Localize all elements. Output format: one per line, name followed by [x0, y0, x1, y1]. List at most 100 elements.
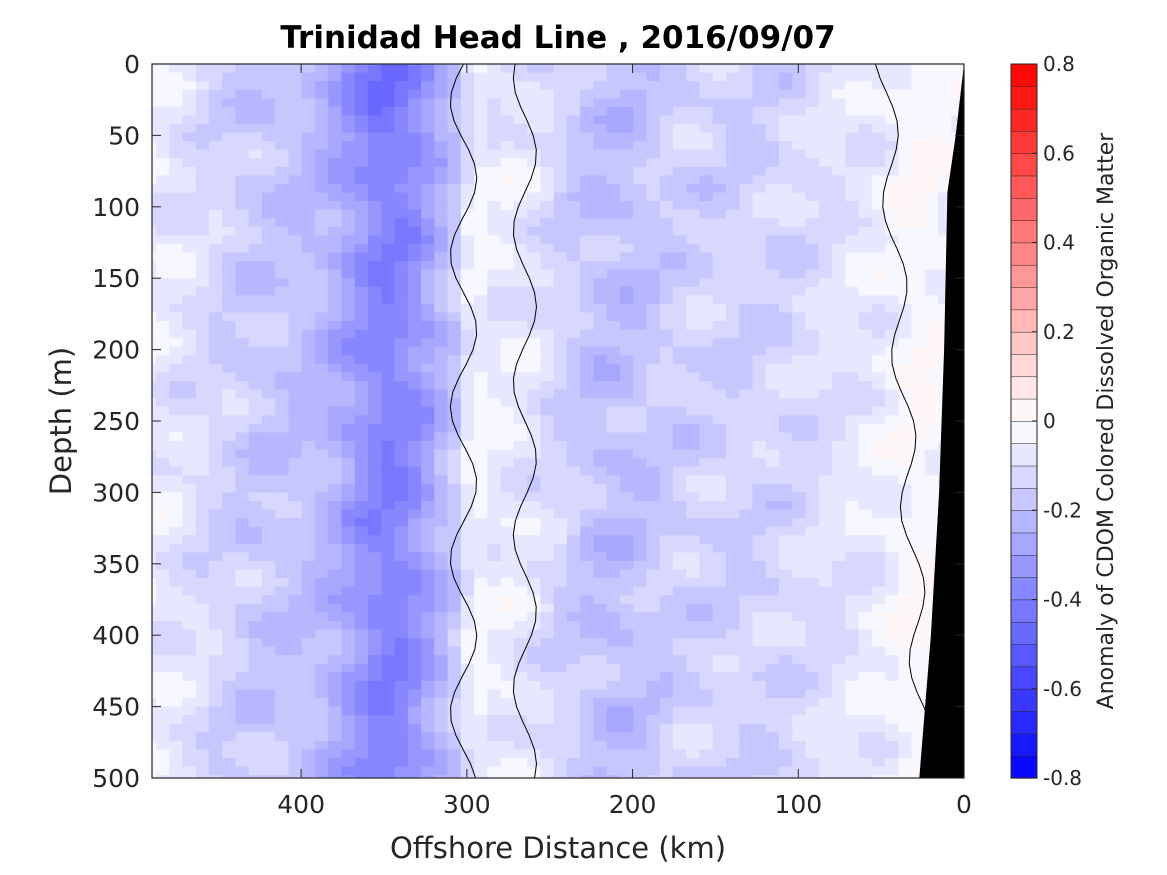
- anomaly-cell: [446, 500, 461, 511]
- anomaly-cell: [393, 243, 408, 254]
- anomaly-cell: [327, 655, 342, 665]
- anomaly-cell: [751, 355, 766, 365]
- anomaly-cell: [181, 535, 196, 545]
- anomaly-cell: [619, 115, 634, 125]
- anomaly-cell: [354, 509, 369, 519]
- anomaly-cell: [566, 372, 581, 382]
- anomaly-cell: [287, 192, 302, 202]
- anomaly-cell: [871, 500, 886, 511]
- anomaly-cell: [592, 543, 607, 553]
- anomaly-cell: [234, 732, 249, 742]
- anomaly-cell: [579, 440, 594, 451]
- anomaly-cell: [751, 72, 766, 82]
- anomaly-cell: [804, 663, 819, 673]
- anomaly-cell: [791, 355, 806, 365]
- anomaly-cell: [685, 243, 700, 254]
- anomaly-cell: [327, 381, 342, 391]
- anomaly-cell: [606, 432, 620, 442]
- anomaly-cell: [460, 381, 475, 391]
- anomaly-cell: [261, 115, 276, 125]
- anomaly-cell: [778, 775, 793, 778]
- anomaly-cell: [181, 689, 196, 699]
- anomaly-cell: [553, 201, 567, 211]
- anomaly-cell: [301, 672, 315, 682]
- anomaly-cell: [910, 509, 925, 519]
- anomaly-cell: [420, 552, 435, 562]
- anomaly-cell: [195, 269, 209, 279]
- anomaly-cell: [393, 672, 408, 682]
- anomaly-cell: [897, 552, 912, 562]
- anomaly-cell: [619, 698, 634, 708]
- anomaly-cell: [195, 698, 209, 708]
- anomaly-cell: [818, 706, 833, 716]
- anomaly-cell: [327, 569, 342, 579]
- anomaly-cell: [645, 569, 660, 579]
- anomaly-cell: [420, 740, 435, 751]
- anomaly-cell: [526, 192, 541, 202]
- anomaly-cell: [831, 723, 846, 733]
- anomaly-cell: [327, 166, 342, 176]
- anomaly-cell: [380, 552, 395, 562]
- anomaly-cell: [738, 201, 753, 211]
- anomaly-cell: [460, 346, 475, 356]
- anomaly-cell: [301, 243, 315, 254]
- anomaly-cell: [884, 252, 899, 262]
- anomaly-cell: [380, 595, 395, 605]
- anomaly-cell: [712, 209, 726, 219]
- anomaly-cell: [592, 175, 607, 185]
- anomaly-cell: [924, 158, 939, 168]
- anomaly-cell: [221, 415, 236, 425]
- anomaly-cell: [340, 415, 355, 425]
- anomaly-cell: [539, 261, 554, 271]
- anomaly-cell: [765, 338, 779, 348]
- anomaly-cell: [871, 552, 886, 562]
- anomaly-cell: [592, 560, 607, 571]
- anomaly-cell: [208, 389, 223, 399]
- anomaly-cell: [804, 123, 819, 134]
- anomaly-cell: [698, 775, 713, 778]
- anomaly-cell: [274, 706, 289, 716]
- anomaly-cell: [857, 98, 872, 108]
- anomaly-cell: [473, 638, 488, 648]
- anomaly-cell: [765, 569, 779, 579]
- anomaly-cell: [698, 278, 713, 288]
- anomaly-cell: [712, 261, 726, 271]
- anomaly-cell: [645, 432, 660, 442]
- anomaly-cell: [751, 286, 766, 296]
- anomaly-cell: [380, 535, 395, 545]
- anomaly-cell: [659, 543, 673, 553]
- anomaly-cell: [380, 723, 395, 733]
- anomaly-cell: [685, 689, 700, 699]
- anomaly-cell: [301, 72, 315, 82]
- anomaly-cell: [725, 72, 740, 82]
- anomaly-cell: [208, 192, 223, 202]
- anomaly-cell: [446, 655, 461, 665]
- anomaly-cell: [645, 629, 660, 639]
- anomaly-cell: [751, 166, 766, 176]
- anomaly-cell: [181, 389, 196, 399]
- anomaly-cell: [579, 492, 594, 502]
- anomaly-cell: [778, 235, 793, 245]
- anomaly-cell: [500, 518, 514, 528]
- anomaly-cell: [924, 89, 939, 99]
- anomaly-cell: [460, 543, 475, 553]
- anomaly-cell: [712, 192, 726, 202]
- anomaly-cell: [857, 612, 872, 622]
- anomaly-cell: [407, 458, 422, 468]
- anomaly-cell: [248, 286, 262, 296]
- anomaly-cell: [937, 295, 952, 305]
- anomaly-cell: [725, 269, 740, 279]
- anomaly-cell: [566, 235, 581, 245]
- anomaly-cell: [579, 398, 594, 408]
- anomaly-cell: [513, 500, 528, 511]
- anomaly-cell: [287, 141, 302, 151]
- anomaly-cell: [765, 355, 779, 365]
- anomaly-cell: [433, 406, 448, 416]
- anomaly-cell: [274, 466, 289, 476]
- anomaly-cell: [844, 749, 859, 759]
- anomaly-cell: [168, 89, 183, 99]
- anomaly-cell: [301, 740, 315, 751]
- anomaly-cell: [393, 500, 408, 511]
- anomaly-cell: [367, 338, 382, 348]
- anomaly-cell: [804, 518, 819, 528]
